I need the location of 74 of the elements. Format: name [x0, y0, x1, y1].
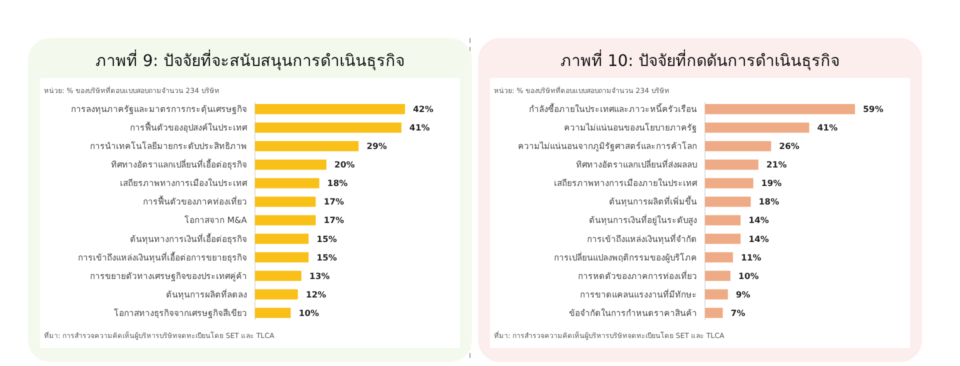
y-tick-label: ต้นทุนการผลิตที่ลดลง	[166, 288, 247, 300]
y-tick-label: เสถียรภาพทางการเมืองภายในประเทศ	[554, 178, 698, 190]
bar	[705, 234, 741, 244]
y-tick-label: การเข้าถึงแหล่งเงินทุนที่เอื้อต่อการขยายธุรกิจ	[78, 251, 247, 264]
bar	[255, 104, 405, 114]
data-label: 17%	[324, 198, 345, 208]
data-label: 19%	[761, 179, 782, 190]
y-tick-label: ต้นทุนการผลิตที่เพิ่มขึ้น	[609, 196, 697, 208]
bar	[255, 122, 402, 133]
bar	[255, 270, 302, 281]
y-tick-label: การฟื้นตัวของภาคท่องเที่ยว	[143, 196, 247, 208]
y-tick-label: กำลังซื้อภายในประเทศและภาวะหนี้ครัวเรือน	[529, 103, 697, 116]
data-label: 7%	[730, 308, 746, 319]
bar	[255, 141, 359, 152]
data-label: 15%	[316, 234, 338, 245]
data-label: 29%	[366, 142, 388, 152]
bar	[705, 178, 754, 188]
y-tick-label: ทิศทางอัตราแลกเปลี่ยนที่ส่งผลลบ	[576, 158, 697, 171]
y-tick-label: ความไม่แน่นอนจากภูมิรัฐศาสตร์และการค้าโลก	[518, 141, 697, 152]
y-tick-label: การหดตัวของภาคการท่องเที่ยว	[578, 270, 697, 282]
bar	[255, 196, 316, 207]
data-label: 14%	[748, 234, 770, 245]
y-tick-label: การเปลี่ยนแปลงพฤติกรรมของผู้บริโภค	[554, 251, 697, 264]
y-tick-label: โอกาสทางธุรกิจจากเศรษฐกิจสีเขียว	[114, 308, 247, 319]
bar	[705, 270, 730, 281]
y-tick-label: การฟื้นตัวของอุปสงค์ในประเทศ	[130, 122, 248, 134]
bar	[255, 308, 291, 318]
bar	[255, 234, 309, 244]
bar	[255, 289, 298, 300]
data-label: 17%	[324, 216, 345, 226]
bar	[705, 215, 741, 226]
chart-title: ภาพที่ 9: ปัจจัยที่จะสนับสนุนการดำเนินธุรกิจ	[96, 49, 404, 71]
y-tick-label: ต้นทุนการเงินที่อยู่ในระดับสูง	[589, 214, 697, 226]
y-tick-label: ความไม่แน่นอนของนโยบายภาครัฐ	[564, 122, 697, 134]
data-label: 13%	[309, 272, 330, 282]
data-label: 11%	[740, 253, 762, 264]
data-label: 41%	[817, 124, 838, 134]
bar	[705, 122, 810, 133]
bar	[705, 160, 758, 170]
data-label: 9%	[736, 290, 751, 300]
data-label: 18%	[327, 179, 348, 190]
data-label: 59%	[863, 105, 884, 116]
y-tick-label: การลงทุนภาครัฐและมาตรการกระตุ้นเศรษฐกิจ	[71, 104, 247, 116]
bar	[255, 252, 309, 262]
bar	[705, 308, 723, 318]
chart-title: ภาพที่ 10: ปัจจัยที่กดดันการดำเนินธุรกิจ	[560, 49, 840, 71]
data-label: 18%	[758, 198, 780, 208]
y-tick-label: การนำเทคโนโลยีมายกระดับประสิทธิภาพ	[90, 141, 247, 152]
data-label: 12%	[306, 290, 327, 300]
y-tick-label: ข้อจำกัดในการกำหนดราคาสินค้า	[569, 308, 697, 319]
bar	[705, 104, 855, 114]
data-label: 21%	[766, 160, 788, 171]
data-label: 15%	[316, 253, 338, 264]
y-tick-label: ทิศทางอัตราแลกเปลี่ยนที่เอื้อต่อธุรกิจ	[111, 158, 247, 171]
data-label: 41%	[409, 124, 430, 134]
y-tick-label: โอกาสจาก M&A	[184, 215, 248, 226]
bar	[705, 252, 733, 262]
data-label: 14%	[748, 216, 770, 226]
data-label: 26%	[779, 142, 800, 152]
data-label: 10%	[298, 308, 320, 319]
bar	[705, 289, 728, 300]
y-tick-label: การเข้าถึงแหล่งเงินทุนที่จำกัด	[587, 232, 697, 245]
y-tick-label: การขาดแคลนแรงงานที่มีทักษะ	[580, 288, 697, 300]
y-tick-label: เสถียรภาพทางการเมืองในประเทศ	[120, 178, 248, 190]
data-label: 42%	[413, 105, 434, 116]
y-tick-label: ต้นทุนทางการเงินที่เอื้อต่อธุรกิจ	[130, 232, 247, 245]
bar	[705, 196, 751, 207]
data-label: 10%	[738, 272, 760, 282]
bar	[255, 215, 316, 226]
data-label: 20%	[334, 160, 356, 171]
bar	[255, 160, 326, 170]
bar	[705, 141, 772, 152]
y-tick-label: การขยายตัวทางเศรษฐกิจของประเทศคู่ค้า	[90, 270, 247, 282]
bar	[255, 178, 320, 188]
